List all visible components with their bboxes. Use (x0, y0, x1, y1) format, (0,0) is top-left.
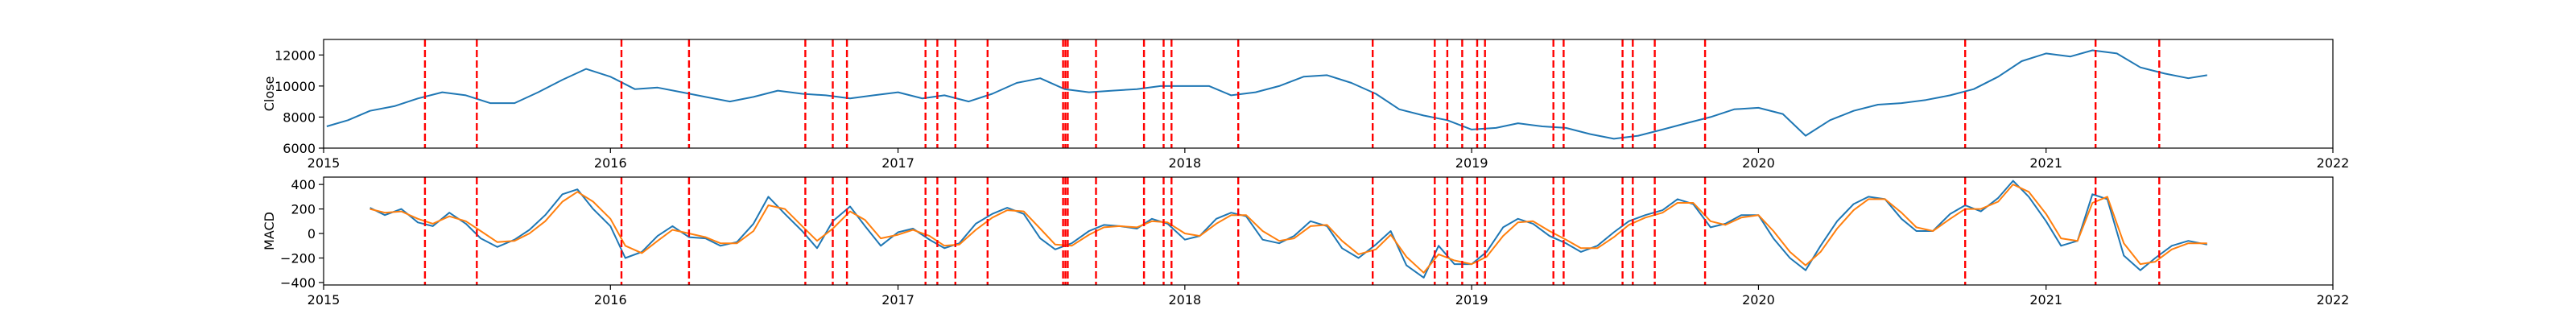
series-line-1-1 (369, 184, 2207, 274)
close-price-panel: 6000 8000 10000 12000 2015 2016 2017 2018 2019 20… (262, 39, 2349, 171)
x-tick-label-0-0: 2015 (308, 155, 341, 171)
y-tick-label-1-3: 200 (291, 202, 316, 217)
x-tick-label-1-3: 2018 (1168, 292, 1201, 308)
x-tick-label-1-2: 2017 (881, 292, 914, 308)
x-tick-label-0-3: 2018 (1168, 155, 1201, 171)
x-tick-label-1-4: 2019 (1455, 292, 1488, 308)
x-tick-label-0-1: 2016 (594, 155, 627, 171)
y-tick-label-1-4: 400 (291, 177, 316, 192)
series-line-0-0 (326, 49, 2207, 140)
x-tick-label-0-6: 2021 (2029, 155, 2062, 171)
x-tick-label-1-5: 2020 (1742, 292, 1775, 308)
y-tick-label-0-0: 6000 (283, 141, 316, 156)
plot-frame-1 (323, 176, 2334, 286)
x-tick-label-1-6: 2021 (2029, 292, 2062, 308)
macd-panel: −400 −200 0 200 400 2015 2016 2017 2018 2019 2020 2… (262, 176, 2350, 308)
x-tick-label-0-5: 2020 (1742, 155, 1775, 171)
x-tick-label-0-2: 2017 (881, 155, 914, 171)
x-tick-label-1-0: 2015 (308, 292, 341, 308)
x-tick-label-0-7: 2022 (2317, 155, 2350, 171)
x-tick-label-1-7: 2022 (2317, 292, 2350, 308)
y-tick-label-1-1: −200 (280, 251, 316, 266)
y-tick-label-0-3: 12000 (275, 47, 316, 63)
plot-frame-0 (323, 39, 2334, 149)
y-axis-label-0: Close (262, 76, 277, 112)
y-tick-label-1-2: 0 (308, 226, 316, 242)
y-axis-label-1: MACD (262, 212, 277, 250)
y-tick-label-0-2: 10000 (275, 79, 316, 94)
y-tick-label-1-0: −400 (280, 275, 316, 291)
x-tick-label-1-1: 2016 (594, 292, 627, 308)
y-tick-label-0-1: 8000 (283, 109, 316, 125)
x-tick-label-0-4: 2019 (1455, 155, 1488, 171)
